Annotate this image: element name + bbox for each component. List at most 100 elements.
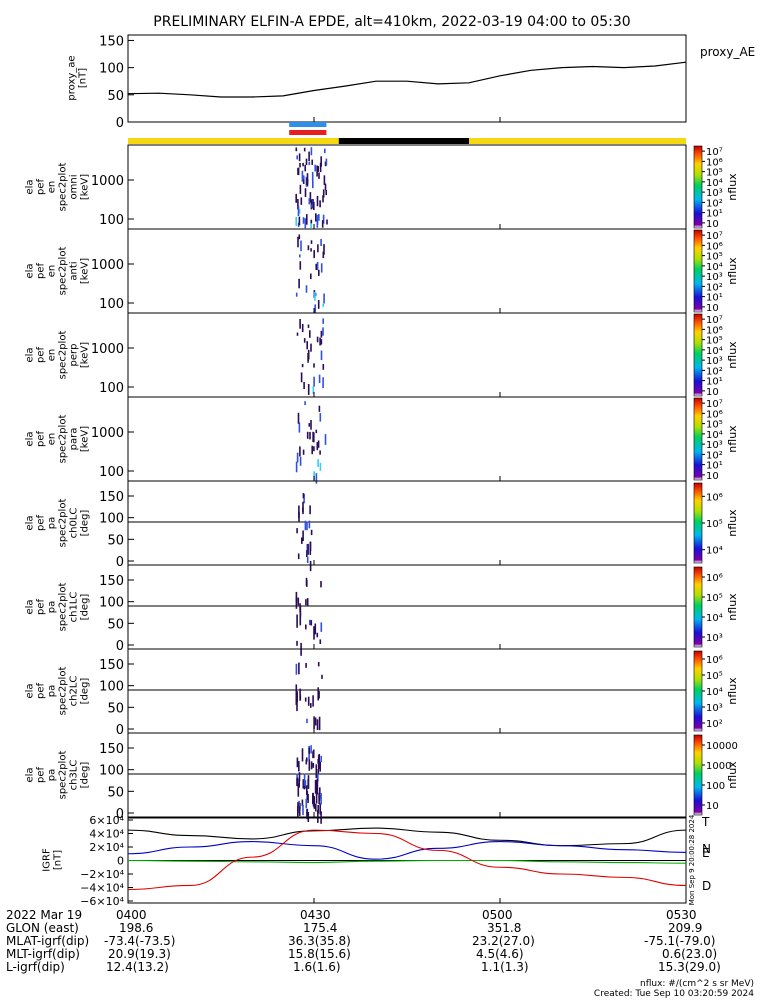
pitch-angle-pixel bbox=[296, 757, 299, 768]
pitch-angle-pixel bbox=[319, 761, 321, 772]
pitch-angle-pixel bbox=[315, 790, 318, 804]
spectrogram-pixel bbox=[303, 382, 305, 389]
spectrogram-pixel bbox=[324, 161, 327, 167]
pitch-angle-pixel bbox=[310, 703, 312, 708]
ylabel-spectrogram: pef bbox=[36, 431, 47, 448]
plot-title: PRELIMINARY ELFIN-A EPDE, alt=410km, 202… bbox=[153, 14, 630, 30]
pitch-angle-pixel bbox=[317, 805, 319, 814]
spectrogram-pixel bbox=[325, 158, 328, 166]
ylabel-pitch-angle: spec2plot bbox=[58, 751, 69, 800]
colorbar-tick-label: 10 bbox=[706, 303, 719, 314]
ytick-label: 0 bbox=[116, 807, 124, 822]
ylabel-proxy-ae: proxy_ae bbox=[67, 55, 78, 100]
proxy-ae-line bbox=[127, 61, 687, 98]
colorbar-tick-label: 10⁶ bbox=[706, 325, 723, 336]
spectrogram-frame bbox=[127, 396, 687, 482]
spectrogram-pixel bbox=[319, 462, 322, 471]
colorbar-tick-label: 10⁵ bbox=[706, 519, 723, 530]
ytick-label: 100 bbox=[99, 465, 124, 480]
spectrogram-pixel bbox=[299, 446, 301, 457]
pitch-angle-pixel bbox=[296, 640, 298, 646]
colorbar-tick-label: 10³ bbox=[706, 703, 723, 714]
spectrogram-pixel bbox=[322, 195, 324, 203]
pitch-angle-pixel bbox=[316, 781, 318, 795]
ylabel-pitch-angle: pa bbox=[47, 769, 58, 781]
pitch-angle-pixel bbox=[318, 794, 321, 799]
spectrogram-pixel bbox=[316, 336, 319, 343]
row-value: 0500 bbox=[482, 908, 513, 922]
ytick-label: −2×10⁴ bbox=[80, 868, 124, 881]
ytick-label: 150 bbox=[99, 658, 124, 673]
pitch-angle-pixel bbox=[312, 763, 315, 768]
ytick-label: 50 bbox=[107, 89, 124, 104]
pitch-angle-pixel bbox=[302, 804, 304, 816]
colorbar-label: nflux bbox=[726, 593, 739, 621]
spectrogram-pixel bbox=[319, 200, 321, 208]
pitch-angle-pixel bbox=[297, 597, 300, 606]
pitch-angle-pixel bbox=[306, 812, 308, 819]
colorbar-tick-label: 10¹ bbox=[706, 293, 723, 304]
pitch-angle-pixel bbox=[312, 749, 315, 759]
colorbar-tick-label: 10000 bbox=[706, 741, 738, 752]
spectrogram-pixel bbox=[308, 423, 311, 427]
ytick-label: 50 bbox=[107, 533, 124, 548]
spectrogram-pixel bbox=[317, 244, 319, 253]
spectrogram-pixel bbox=[302, 162, 304, 167]
pitch-angle-pixel bbox=[320, 581, 322, 588]
ephemeris-row-date: 2022 Mar 19 0400 0430 0500 0530 bbox=[6, 909, 706, 922]
ephemeris-row-mlt: MLT-igrf(dip) 20.9(19.3) 15.8(15.6) 4.5(… bbox=[6, 948, 717, 961]
day-night-bar bbox=[128, 138, 339, 144]
ytick-label: 1000 bbox=[91, 258, 124, 273]
pitch-angle-pixel bbox=[313, 626, 315, 640]
colorbar-tick-label: 10² bbox=[706, 198, 723, 209]
ytick-label: 0 bbox=[117, 855, 124, 868]
colorbar-tick-label: 10³ bbox=[706, 272, 723, 283]
pitch-angle-pixel bbox=[297, 553, 300, 560]
igrf-side-label: N bbox=[702, 842, 711, 856]
pitch-angle-pixel bbox=[306, 556, 309, 564]
colorbar-label: nflux bbox=[726, 341, 739, 369]
spectrogram-pixel bbox=[322, 364, 325, 370]
pitch-angle-pixel bbox=[303, 773, 306, 786]
day-night-bar bbox=[469, 138, 686, 144]
pitch-angle-pixel bbox=[301, 748, 304, 762]
pitch-angle-pixel bbox=[314, 623, 317, 635]
ylabel-spectrogram: en bbox=[47, 181, 58, 194]
colorbar-tick-label: 100 bbox=[706, 781, 725, 792]
pitch-angle-pixel bbox=[307, 775, 310, 789]
colorbar-tick-label: 10⁴ bbox=[706, 262, 723, 273]
spectrogram-pixel bbox=[316, 165, 318, 177]
ytick-label: 0 bbox=[116, 639, 124, 654]
colorbar-label: nflux bbox=[726, 761, 739, 789]
pitch-angle-pixel bbox=[298, 662, 300, 675]
colorbar-tick-label: 10 bbox=[706, 471, 719, 482]
spectrogram-pixel bbox=[302, 175, 305, 184]
ytick-label: 1000 bbox=[91, 174, 124, 189]
spectrogram-pixel bbox=[312, 180, 314, 189]
spectrogram-pixel bbox=[322, 189, 325, 198]
colorbar-tick-label: 10 bbox=[706, 801, 719, 812]
spectrogram-pixel bbox=[295, 292, 298, 297]
ylabel-igrf: [nT] bbox=[53, 850, 64, 870]
ytick-label: 100 bbox=[99, 213, 124, 228]
spectrogram-pixel bbox=[308, 151, 310, 162]
pitch-angle-pixel bbox=[296, 614, 298, 628]
spectrogram-pixel bbox=[312, 431, 314, 442]
colorbar-tick-label: 10⁶ bbox=[706, 655, 723, 666]
ytick-label: −6×10⁴ bbox=[80, 895, 124, 908]
created-note: Created: Tue Sep 10 03:20:59 2024 bbox=[593, 989, 754, 999]
pitch-angle-pixel bbox=[299, 688, 301, 701]
ephemeris-row-glon: GLON (east) 198.6 175.4 351.8 209.9 bbox=[6, 922, 706, 935]
ytick-label: 100 bbox=[99, 764, 124, 779]
spectrogram-pixel bbox=[313, 471, 315, 481]
ytick-label: 100 bbox=[99, 297, 124, 312]
science-zone-bar bbox=[289, 130, 327, 135]
spectrogram-pixel bbox=[314, 292, 316, 301]
ytick-label: 2×10⁴ bbox=[89, 841, 124, 854]
colorbar-tick-label: 10¹ bbox=[706, 461, 723, 472]
colorbar-tick-label: 10⁷ bbox=[706, 231, 723, 242]
spectrogram-pixel bbox=[318, 269, 320, 276]
colorbar-tick-label: 10³ bbox=[706, 633, 723, 644]
spectrogram-pixel bbox=[295, 461, 298, 473]
spectrogram-pixel bbox=[297, 412, 300, 424]
